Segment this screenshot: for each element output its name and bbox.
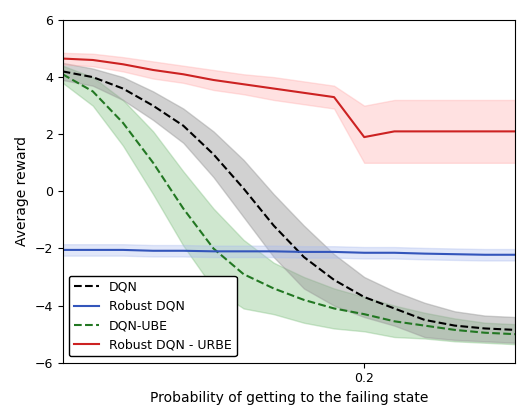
DQN-UBE bbox=[150, 160, 156, 165]
Robust DQN bbox=[301, 249, 307, 255]
Robust DQN bbox=[482, 252, 488, 257]
DQN-UBE bbox=[391, 319, 398, 324]
Robust DQN - URBE bbox=[59, 56, 66, 61]
DQN-UBE bbox=[361, 312, 367, 317]
X-axis label: Probability of getting to the failing state: Probability of getting to the failing st… bbox=[149, 391, 428, 405]
Robust DQN bbox=[180, 248, 187, 253]
DQN-UBE bbox=[421, 323, 428, 328]
Line: DQN-UBE: DQN-UBE bbox=[63, 74, 515, 334]
DQN bbox=[59, 69, 66, 74]
DQN bbox=[482, 326, 488, 331]
Robust DQN bbox=[391, 250, 398, 255]
DQN-UBE bbox=[210, 246, 217, 251]
DQN bbox=[301, 255, 307, 260]
DQN bbox=[512, 327, 518, 332]
Robust DQN - URBE bbox=[120, 62, 126, 67]
Robust DQN bbox=[120, 247, 126, 252]
Robust DQN - URBE bbox=[180, 72, 187, 77]
Robust DQN - URBE bbox=[210, 77, 217, 82]
Robust DQN bbox=[241, 249, 247, 254]
Robust DQN bbox=[90, 247, 96, 252]
Robust DQN bbox=[271, 249, 277, 254]
DQN bbox=[90, 75, 96, 80]
Robust DQN - URBE bbox=[452, 129, 458, 134]
Robust DQN bbox=[150, 248, 156, 253]
DQN bbox=[391, 306, 398, 311]
DQN bbox=[210, 152, 217, 157]
DQN bbox=[271, 223, 277, 228]
Y-axis label: Average reward: Average reward bbox=[15, 136, 29, 247]
Robust DQN bbox=[421, 251, 428, 256]
DQN-UBE bbox=[452, 327, 458, 332]
Robust DQN - URBE bbox=[241, 82, 247, 87]
Robust DQN - URBE bbox=[150, 68, 156, 73]
Robust DQN bbox=[361, 250, 367, 255]
DQN bbox=[241, 186, 247, 191]
DQN bbox=[180, 123, 187, 128]
DQN bbox=[120, 86, 126, 91]
Robust DQN - URBE bbox=[271, 86, 277, 91]
Robust DQN bbox=[512, 252, 518, 257]
DQN-UBE bbox=[241, 272, 247, 277]
DQN-UBE bbox=[180, 206, 187, 211]
DQN bbox=[452, 323, 458, 328]
Robust DQN bbox=[210, 249, 217, 254]
Robust DQN bbox=[452, 252, 458, 257]
Line: Robust DQN: Robust DQN bbox=[63, 250, 515, 255]
Robust DQN - URBE bbox=[512, 129, 518, 134]
Robust DQN - URBE bbox=[301, 90, 307, 95]
Robust DQN - URBE bbox=[421, 129, 428, 134]
DQN bbox=[331, 277, 337, 282]
Robust DQN - URBE bbox=[90, 58, 96, 63]
Robust DQN - URBE bbox=[391, 129, 398, 134]
DQN-UBE bbox=[331, 306, 337, 311]
Robust DQN bbox=[59, 247, 66, 252]
DQN bbox=[361, 294, 367, 299]
Robust DQN - URBE bbox=[331, 94, 337, 100]
DQN-UBE bbox=[59, 72, 66, 77]
Line: Robust DQN - URBE: Robust DQN - URBE bbox=[63, 58, 515, 137]
DQN bbox=[421, 318, 428, 323]
Robust DQN - URBE bbox=[361, 134, 367, 139]
Line: DQN: DQN bbox=[63, 71, 515, 330]
DQN-UBE bbox=[482, 330, 488, 335]
DQN-UBE bbox=[301, 297, 307, 302]
DQN-UBE bbox=[512, 332, 518, 337]
Legend: DQN, Robust DQN, DQN-UBE, Robust DQN - URBE: DQN, Robust DQN, DQN-UBE, Robust DQN - U… bbox=[69, 276, 237, 357]
Robust DQN - URBE bbox=[482, 129, 488, 134]
DQN bbox=[150, 103, 156, 108]
Robust DQN bbox=[331, 249, 337, 255]
DQN-UBE bbox=[90, 89, 96, 94]
DQN-UBE bbox=[120, 120, 126, 125]
DQN-UBE bbox=[271, 286, 277, 291]
